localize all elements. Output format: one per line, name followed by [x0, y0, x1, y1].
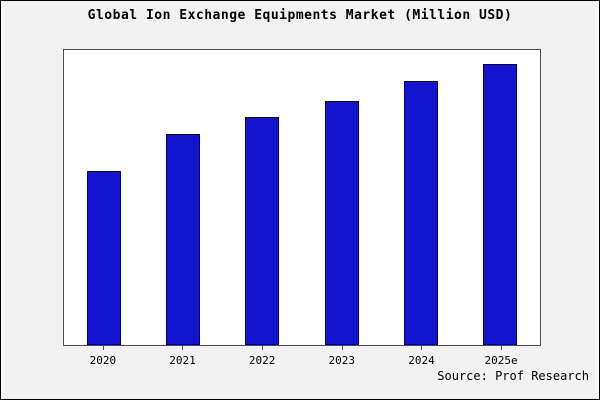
x-tick-mark — [102, 346, 104, 350]
x-tick-label-2021: 2021 — [165, 346, 199, 367]
x-tick-mark — [262, 346, 264, 350]
x-tick-mark — [341, 346, 343, 350]
x-tick-label-2022: 2022 — [245, 346, 279, 367]
bar-2024 — [403, 80, 438, 345]
chart-title: Global Ion Exchange Equipments Market (M… — [87, 8, 513, 23]
x-tick-label-2020: 2020 — [86, 346, 120, 367]
bars-container — [64, 50, 540, 345]
x-tick-label-2025e: 2025e — [484, 346, 518, 367]
bar-2022 — [245, 117, 280, 345]
bar-2021 — [165, 134, 200, 345]
x-tick-mark — [421, 346, 423, 350]
plot-area — [63, 49, 541, 346]
x-tick-label-2024: 2024 — [404, 346, 438, 367]
x-tick-mark — [501, 346, 503, 350]
x-tick-label-2023: 2023 — [325, 346, 359, 367]
bar-2023 — [324, 100, 359, 345]
x-axis-labels: 2020 2021 2022 2023 2024 2025e — [63, 346, 541, 367]
bar-2020 — [86, 170, 121, 345]
x-tick-mark — [182, 346, 184, 350]
bar-2025e — [483, 64, 518, 345]
source-attribution: Source: Prof Research — [437, 369, 589, 383]
